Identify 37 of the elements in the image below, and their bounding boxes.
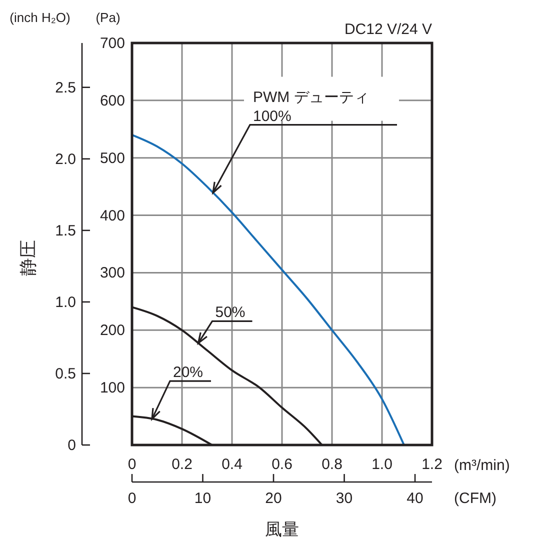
x-tick-label: 1.0	[372, 456, 392, 473]
x2-tick-label: 20	[265, 490, 282, 507]
chart-title: DC12 V/24 V	[344, 21, 432, 38]
x2-tick-label: 40	[406, 490, 424, 507]
y-tick-label: 700	[100, 35, 125, 52]
y2-tick-label: 1.0	[55, 294, 76, 311]
y-tick-label: 400	[100, 207, 125, 224]
series-label: 50%	[215, 304, 246, 322]
line-series	[131, 134, 405, 446]
x2-tick-label: 30	[336, 490, 353, 507]
y2-tick-label: 2.0	[55, 150, 76, 168]
y-tick-label: 300	[100, 264, 125, 282]
y-tick-label: 500	[100, 150, 125, 167]
y2-tick-label: 2.5	[55, 79, 76, 96]
text: (Pa)	[96, 10, 120, 25]
y-tick-label: 100	[100, 380, 125, 397]
x-tick-label: 1.2	[422, 456, 442, 473]
y2-axis-title: 静圧	[18, 240, 38, 276]
text: 20%	[173, 364, 204, 382]
x-tick-label: 0.2	[172, 456, 192, 473]
x2-tick-label: 10	[194, 490, 212, 507]
y-tick-label: 200	[100, 322, 125, 340]
text: 100%	[253, 108, 292, 125]
text: (inch H₂O)	[10, 10, 70, 25]
text: (m³/min)	[454, 457, 510, 474]
annotation: PWM デューティ	[253, 88, 369, 106]
x2-axis-title: (CFM)	[454, 490, 496, 507]
x-tick-label: 0.4	[222, 456, 242, 473]
x-tick-label: 0.8	[322, 456, 342, 473]
y2-tick-label: 1.5	[55, 222, 76, 240]
x-tick-label: 0	[128, 456, 136, 473]
x-tick-label: 0.6	[272, 456, 292, 473]
y-tick-label: 600	[100, 92, 125, 110]
y2-tick-label: 0	[68, 437, 76, 454]
x-axis-title: 風量	[265, 520, 299, 539]
y2-tick-label: 0.5	[55, 365, 76, 382]
x2-tick-label: 0	[128, 490, 136, 507]
